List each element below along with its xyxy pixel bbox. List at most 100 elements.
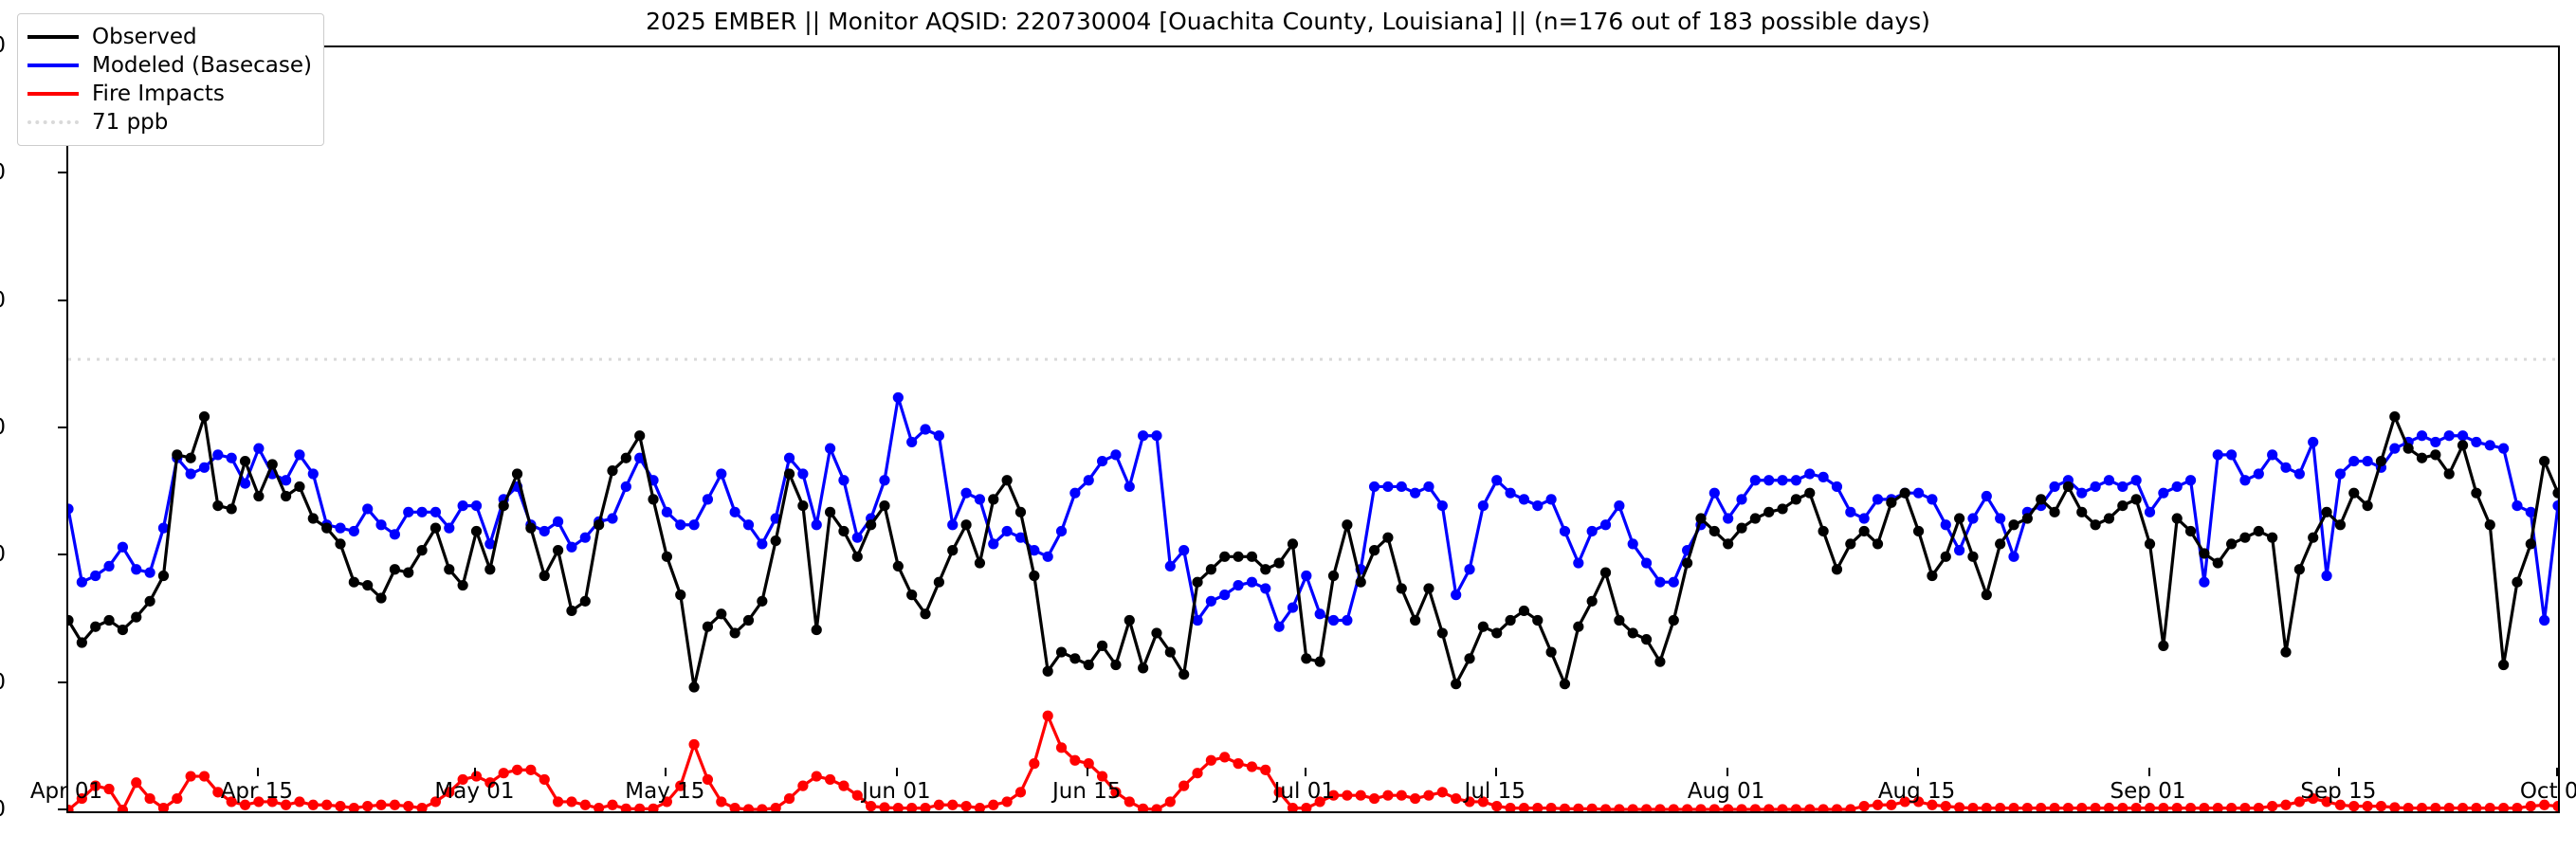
data-point	[375, 592, 387, 604]
data-point	[198, 462, 210, 473]
data-point	[688, 738, 700, 751]
data-point	[1124, 481, 1135, 493]
data-point	[1940, 519, 1951, 531]
data-point	[2144, 803, 2156, 811]
data-point	[1804, 804, 1816, 811]
data-point	[1818, 804, 1829, 811]
data-point	[1763, 804, 1775, 811]
data-point	[783, 468, 795, 480]
data-point	[2416, 452, 2428, 463]
data-point	[2498, 803, 2510, 811]
data-point	[933, 430, 944, 442]
y-tick-mark	[58, 299, 66, 301]
data-point	[879, 500, 890, 512]
data-point	[1436, 627, 1448, 639]
data-point	[1668, 614, 1679, 626]
data-point	[1981, 803, 1992, 811]
data-point	[457, 579, 468, 591]
x-tick-label: May 15	[625, 779, 705, 804]
data-point	[1205, 754, 1216, 766]
data-point	[1368, 792, 1380, 805]
data-point	[362, 579, 374, 591]
legend-item-threshold[interactable]: 71 ppb	[27, 108, 312, 136]
data-point	[280, 490, 292, 502]
data-point	[266, 459, 278, 470]
legend-item-fire-impacts[interactable]: Fire Impacts	[27, 80, 312, 108]
data-point	[2008, 551, 2019, 562]
data-point	[90, 621, 101, 632]
data-point	[2226, 449, 2238, 461]
data-point	[1954, 513, 1965, 524]
data-point	[607, 465, 618, 477]
data-point	[851, 551, 863, 562]
data-point	[960, 801, 972, 811]
data-point	[239, 455, 251, 467]
data-point	[1532, 614, 1544, 626]
data-point	[920, 608, 931, 620]
data-point	[947, 545, 959, 556]
data-point	[2484, 519, 2495, 531]
data-point	[525, 764, 537, 775]
data-point	[1723, 513, 1734, 524]
data-point	[1518, 803, 1530, 811]
data-point	[2375, 801, 2387, 811]
data-point	[892, 391, 904, 404]
data-point	[416, 506, 428, 517]
legend-item-modeled[interactable]: Modeled (Basecase)	[27, 51, 312, 80]
data-point	[1654, 804, 1666, 811]
data-point	[253, 796, 265, 808]
data-point	[2130, 475, 2142, 486]
data-point	[1559, 679, 1571, 690]
data-point	[429, 796, 442, 808]
data-point	[403, 567, 414, 578]
data-point	[757, 595, 768, 607]
data-point	[76, 637, 87, 648]
data-point	[444, 522, 455, 534]
data-point	[103, 560, 115, 572]
data-point	[1083, 659, 1094, 671]
data-point	[1042, 551, 1053, 562]
data-point	[620, 481, 631, 493]
data-point	[484, 564, 496, 575]
data-point	[1654, 656, 1666, 667]
data-point	[1899, 487, 1910, 499]
data-point	[1464, 796, 1475, 808]
x-tick-label: Oct 01	[2519, 779, 2576, 804]
data-point	[552, 796, 564, 808]
x-tick-label: Apr 15	[220, 779, 294, 804]
data-point	[1872, 494, 1884, 505]
data-point	[1205, 595, 1216, 607]
data-point	[2158, 640, 2169, 651]
data-point	[1790, 494, 1802, 505]
data-point	[1110, 787, 1122, 798]
data-point	[1055, 525, 1068, 537]
data-point	[2525, 506, 2536, 517]
data-point	[1831, 481, 1843, 493]
x-tick-label: Jul 01	[1273, 779, 1335, 804]
data-point	[566, 605, 577, 617]
x-tick-label: Apr 01	[29, 779, 103, 804]
data-point	[1899, 796, 1910, 808]
data-point	[1124, 614, 1135, 626]
line-swatch-icon	[27, 92, 79, 96]
data-point	[1627, 538, 1638, 550]
data-point	[1192, 614, 1203, 626]
data-point	[2253, 803, 2264, 811]
data-point	[2552, 487, 2558, 499]
data-point	[348, 576, 359, 588]
y-tick-mark	[58, 172, 66, 174]
data-point	[1477, 621, 1489, 632]
data-point	[1749, 513, 1761, 524]
x-tick-mark	[474, 768, 477, 776]
legend-item-observed[interactable]: Observed	[27, 23, 312, 51]
data-point	[2525, 801, 2536, 811]
data-point	[2062, 803, 2074, 811]
data-point	[1573, 557, 1584, 569]
data-point	[1410, 487, 1421, 499]
data-point	[566, 796, 577, 808]
data-point	[484, 777, 496, 789]
data-point	[634, 430, 646, 442]
data-point	[742, 519, 755, 531]
data-point	[2049, 481, 2060, 493]
